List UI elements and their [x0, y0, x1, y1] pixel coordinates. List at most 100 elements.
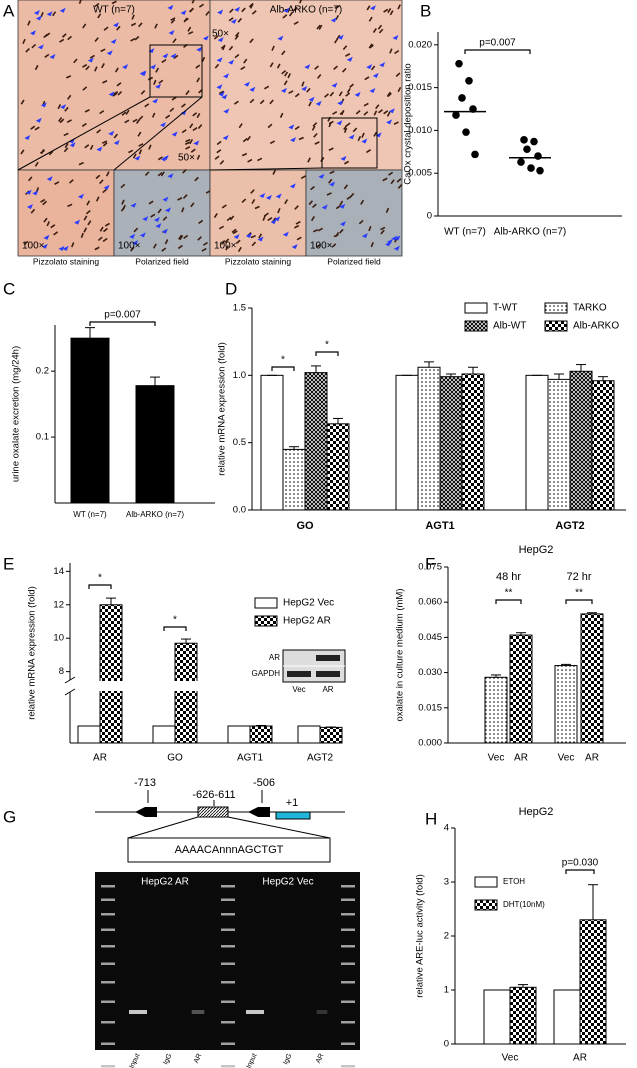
- crystal: [124, 119, 130, 124]
- crystal: [171, 96, 177, 101]
- crystal: [170, 17, 176, 21]
- crystal: [324, 93, 330, 98]
- crystal: [34, 161, 39, 167]
- arrowhead: [110, 38, 117, 44]
- crystal: [234, 34, 239, 40]
- ladder-band: [101, 981, 115, 984]
- crystal: [178, 234, 183, 240]
- crystal: [85, 65, 90, 71]
- crystal: [173, 54, 179, 60]
- x-tick-label: WT (n=7): [73, 510, 107, 519]
- crystal: [82, 86, 88, 91]
- crystal: [226, 216, 232, 222]
- pcr-band: [191, 1010, 205, 1014]
- data-point: [462, 128, 470, 136]
- crystal: [329, 170, 335, 175]
- crystal: [247, 158, 253, 163]
- crystal: [101, 63, 105, 69]
- arrowhead: [354, 91, 361, 97]
- crystal: [20, 149, 25, 155]
- arrowhead: [96, 146, 103, 152]
- crystal: [300, 175, 306, 180]
- bar: [579, 919, 607, 1045]
- annotation: *: [281, 355, 285, 366]
- crystal: [360, 199, 365, 205]
- crystal: [334, 5, 340, 9]
- crystal: [294, 92, 300, 98]
- x-tick-label: AGT2: [307, 753, 334, 764]
- crystal: [138, 22, 143, 28]
- crystal: [188, 31, 194, 35]
- crystal: [130, 246, 135, 252]
- crystal: [50, 224, 56, 229]
- y-tick-label: 0: [427, 211, 432, 222]
- crystal: [189, 123, 194, 129]
- crystal: [251, 10, 257, 15]
- crystal: [242, 137, 248, 143]
- crystal: [386, 111, 391, 117]
- ladder-band: [101, 898, 115, 901]
- bar: [152, 725, 176, 744]
- arrowhead: [385, 241, 392, 247]
- crystal: [86, 200, 91, 206]
- arrowhead: [340, 155, 347, 161]
- arrowhead: [106, 50, 113, 56]
- crystal: [250, 189, 255, 194]
- magnification: 100×: [118, 241, 141, 252]
- arrowhead: [35, 15, 42, 21]
- crystal: [368, 16, 373, 22]
- bar: [326, 423, 350, 511]
- legend-swatch: [544, 320, 568, 332]
- bar: [525, 374, 549, 511]
- crystal: [170, 19, 176, 24]
- data-point: [530, 137, 538, 146]
- crystal: [202, 241, 208, 246]
- crystal: [197, 124, 203, 129]
- crystal: [343, 184, 349, 190]
- crystal: [125, 109, 130, 115]
- ladder-band: [221, 1000, 235, 1003]
- crystal: [184, 141, 191, 145]
- crystal: [78, 0, 82, 4]
- arrowhead: [283, 7, 290, 13]
- bar: [297, 725, 321, 744]
- crystal: [225, 245, 229, 251]
- arrowhead: [180, 10, 187, 16]
- crystal: [243, 58, 248, 64]
- crystal: [272, 169, 277, 175]
- ladder-band: [221, 928, 235, 931]
- ladder-band: [221, 913, 235, 916]
- arrowhead: [288, 124, 295, 130]
- arrowhead: [348, 134, 355, 140]
- crystal: [30, 208, 36, 214]
- ladder-band: [221, 898, 235, 901]
- crystal: [194, 176, 199, 182]
- crystal: [387, 92, 392, 98]
- arrowhead: [130, 202, 137, 208]
- crystal: [181, 129, 187, 134]
- crystal: [160, 171, 165, 177]
- crystal: [287, 73, 291, 79]
- crystal: [138, 143, 144, 147]
- crystal: [155, 67, 160, 73]
- arrowhead: [153, 216, 160, 222]
- crystal: [137, 131, 142, 137]
- lane-label: Input: [129, 1053, 142, 1068]
- arrowhead: [216, 57, 223, 63]
- crystal: [339, 228, 344, 234]
- arrowhead: [386, 238, 393, 244]
- lane-label: Input: [246, 1053, 259, 1068]
- crystal: [189, 139, 194, 145]
- ladder-band: [101, 945, 115, 948]
- y-tick-label: 0.5: [233, 437, 246, 448]
- panel-letter: D: [225, 279, 237, 298]
- ladder-band: [341, 1000, 355, 1003]
- legend-label: HepG2 Vec: [283, 598, 334, 609]
- arrowhead: [193, 140, 200, 146]
- annotation: p=0.030: [562, 858, 599, 869]
- crystal: [267, 217, 273, 222]
- crystal: [112, 92, 118, 97]
- arrowhead: [222, 135, 229, 141]
- crystal: [188, 7, 194, 13]
